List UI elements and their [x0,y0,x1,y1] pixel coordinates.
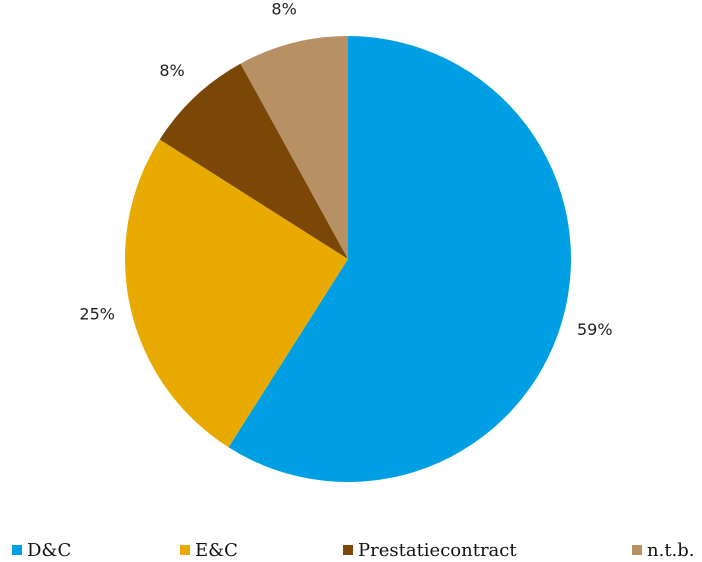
legend-item-dc: D&C [12,538,71,562]
legend-item-ntb: n.t.b. [632,538,695,562]
legend-swatch-ntb [632,545,642,555]
legend-swatch-prestatiecontract [343,545,353,555]
data-label-ec: 25% [79,305,115,324]
legend-label-dc: D&C [27,539,72,561]
data-label-dc: 59% [577,320,613,339]
pie-slice-prestatiecontract [159,63,348,259]
legend-item-ec: E&C [180,538,238,562]
legend-swatch-ec [180,545,190,555]
pie-chart: 59% 25% 8% 8% [79,0,613,482]
pie-slice-dc [228,36,571,482]
legend-swatch-dc [12,545,22,555]
pie-slice-ec [125,139,348,448]
legend-label-prestatiecontract: Prestatiecontract [358,539,517,561]
data-label-prestatiecontract: 8% [159,61,184,80]
legend: D&C E&C Prestatiecontract n.t.b. [0,538,702,562]
legend-label-ec: E&C [195,539,238,561]
data-label-ntb: 8% [271,0,296,19]
legend-label-ntb: n.t.b. [647,539,695,561]
pie-slices [125,36,571,482]
pie-slice-ntb [240,36,348,259]
pie-data-labels: 59% 25% 8% 8% [79,0,612,339]
legend-item-prestatiecontract: Prestatiecontract [343,538,517,562]
